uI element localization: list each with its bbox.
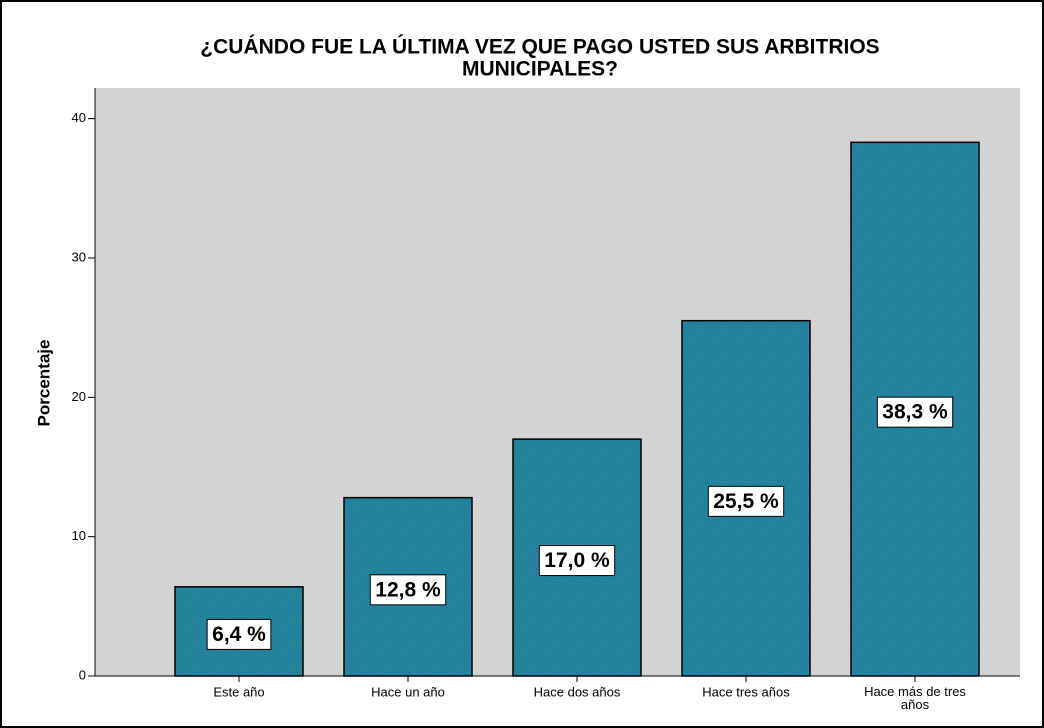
y-tick-label: 0 — [79, 667, 86, 682]
x-tick-label: Este año — [213, 684, 264, 699]
y-tick-label: 30 — [72, 249, 86, 264]
value-label: 17,0 % — [544, 549, 610, 572]
value-label: 25,5 % — [713, 490, 779, 513]
value-label-box — [538, 545, 616, 577]
x-tick-label: Hace tres años — [702, 684, 790, 699]
x-tick-label: Hace un año — [371, 684, 445, 699]
chart-title: MUNICIPALES? — [462, 58, 618, 81]
value-label: 38,3 % — [882, 401, 948, 424]
value-label: 12,8 % — [375, 578, 441, 601]
y-axis-label: Porcentaje — [34, 340, 53, 427]
value-label-box — [369, 574, 447, 606]
value-label-box — [707, 485, 785, 517]
value-label-box — [876, 396, 954, 428]
value-label-box — [206, 618, 272, 650]
value-label: 6,4 % — [212, 623, 266, 646]
x-tick-label: Hace dos años — [534, 684, 621, 699]
y-tick-label: 20 — [72, 389, 86, 404]
y-tick-label: 10 — [72, 528, 86, 543]
y-tick-label: 40 — [72, 110, 86, 125]
chart-title: ¿CUÁNDO FUE LA ÚLTIMA VEZ QUE PAGO USTED… — [200, 35, 879, 59]
x-tick-label: Hace más de tres años — [864, 684, 966, 712]
